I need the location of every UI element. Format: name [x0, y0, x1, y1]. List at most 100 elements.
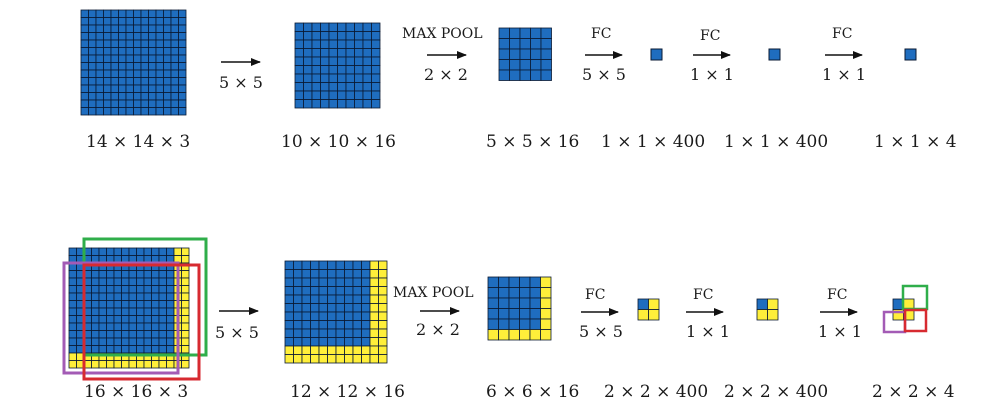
- grid-cell: [519, 48, 531, 60]
- bottom-fc1-op: 5 × 5: [579, 322, 623, 341]
- grid-cell: [498, 27, 510, 39]
- grid-cell: [371, 22, 381, 32]
- grid-cell: [327, 286, 337, 296]
- grid-cell: [103, 47, 112, 56]
- grid-cell: [354, 56, 364, 66]
- top-fc1-label: FC: [591, 26, 611, 42]
- grid-cell: [519, 329, 531, 341]
- grid-cell: [293, 260, 303, 270]
- grid-cell: [140, 9, 149, 18]
- grid-cell: [143, 345, 152, 354]
- grid-cell: [178, 99, 187, 108]
- top-fc1-cell: [650, 48, 663, 61]
- grid-cell: [155, 99, 164, 108]
- grid-cell: [106, 360, 115, 369]
- grid-cell: [68, 300, 77, 309]
- grid-cell: [125, 24, 134, 33]
- grid-cell: [498, 48, 510, 60]
- grid-cell: [519, 287, 531, 299]
- grid-cell: [98, 330, 107, 339]
- top-conv-volume: [294, 22, 381, 109]
- grid-cell: [118, 32, 127, 41]
- grid-cell: [318, 345, 328, 355]
- grid-cell: [293, 294, 303, 304]
- grid-cell: [320, 90, 330, 100]
- grid-cell: [88, 99, 97, 108]
- grid-cell: [362, 22, 372, 32]
- grid-cell: [91, 277, 100, 286]
- grid-cell: [91, 307, 100, 316]
- grid-cell: [303, 99, 313, 109]
- grid-cell: [136, 337, 145, 346]
- grid-cell: [371, 56, 381, 66]
- grid-cell: [318, 303, 328, 313]
- grid-cell: [378, 311, 388, 321]
- grid-cell: [371, 65, 381, 75]
- grid-cell: [320, 31, 330, 41]
- grid-cell: [293, 354, 303, 364]
- grid-cell: [128, 322, 137, 331]
- grid-cell: [143, 315, 152, 324]
- grid-cell: [303, 48, 313, 58]
- grid-cell: [361, 277, 371, 287]
- grid-cell: [143, 270, 152, 279]
- grid-cell: [155, 17, 164, 26]
- grid-cell: [301, 337, 311, 347]
- grid-cell: [166, 292, 175, 301]
- grid-cell: [371, 99, 381, 109]
- grid-cell: [284, 294, 294, 304]
- grid-cell: [95, 69, 104, 78]
- grid-cell: [178, 47, 187, 56]
- grid-cell: [166, 300, 175, 309]
- grid-cell: [118, 77, 127, 86]
- grid-cell: [88, 17, 97, 26]
- grid-cell: [337, 82, 347, 92]
- grid-cell: [487, 297, 499, 309]
- grid-cell: [155, 107, 164, 116]
- grid-cell: [113, 360, 122, 369]
- top-input-volume: [80, 9, 187, 116]
- grid-cell: [371, 90, 381, 100]
- grid-cell: [121, 330, 130, 339]
- grid-cell: [158, 270, 167, 279]
- grid-cell: [80, 107, 89, 116]
- grid-cell: [133, 24, 142, 33]
- grid-cell: [170, 54, 179, 63]
- grid-cell: [88, 62, 97, 71]
- grid-cell: [354, 22, 364, 32]
- grid-cell: [106, 322, 115, 331]
- grid-cell: [178, 17, 187, 26]
- grid-cell: [151, 277, 160, 286]
- grid-cell: [151, 270, 160, 279]
- grid-cell: [88, 77, 97, 86]
- grid-cell: [369, 260, 379, 270]
- grid-cell: [133, 32, 142, 41]
- grid-cell: [143, 300, 152, 309]
- grid-cell: [301, 286, 311, 296]
- grid-cell: [328, 73, 338, 83]
- grid-cell: [540, 69, 552, 81]
- grid-cell: [519, 318, 531, 330]
- grid-cell: [181, 285, 190, 294]
- grid-cell: [148, 17, 157, 26]
- grid-cell: [68, 307, 77, 316]
- grid-cell: [508, 318, 520, 330]
- grid-cell: [68, 322, 77, 331]
- grid-cell: [151, 307, 160, 316]
- grid-cell: [344, 337, 354, 347]
- grid-cell: [121, 360, 130, 369]
- grid-cell: [378, 354, 388, 364]
- grid-cell: [181, 337, 190, 346]
- grid-cell: [498, 308, 510, 320]
- grid-cell: [327, 311, 337, 321]
- grid-cell: [303, 31, 313, 41]
- grid-cell: [328, 65, 338, 75]
- grid-cell: [113, 247, 122, 256]
- grid-cell: [327, 354, 337, 364]
- grid-cell: [369, 311, 379, 321]
- grid-cell: [155, 47, 164, 56]
- grid-cell: [345, 82, 355, 92]
- grid-cell: [361, 345, 371, 355]
- grid-cell: [163, 39, 172, 48]
